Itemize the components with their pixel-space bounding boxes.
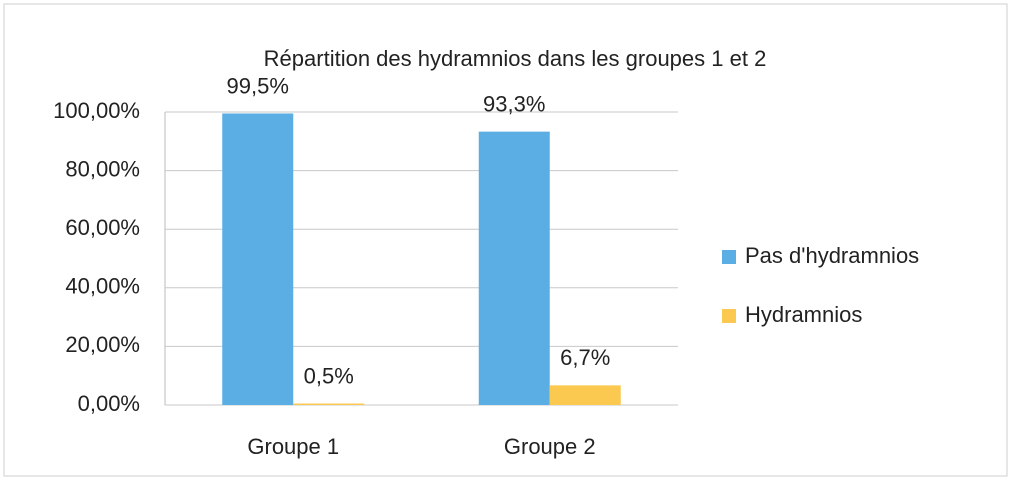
bar	[478, 131, 550, 406]
y-tick-label: 100,00%	[53, 98, 140, 123]
bar	[549, 385, 621, 405]
y-tick-label: 80,00%	[65, 156, 140, 181]
legend-label: Pas d'hydramnios	[745, 243, 919, 268]
legend-swatch	[722, 250, 736, 264]
data-label: 99,5%	[227, 73, 289, 98]
x-tick-label: Groupe 1	[247, 434, 339, 459]
legend-label: Hydramnios	[745, 302, 862, 327]
bar	[293, 403, 365, 405]
bar	[222, 113, 294, 405]
data-label: 0,5%	[304, 363, 354, 388]
chart-title: Répartition des hydramnios dans les grou…	[264, 46, 767, 71]
y-tick-label: 60,00%	[65, 215, 140, 240]
y-tick-label: 0,00%	[78, 391, 140, 416]
data-label: 93,3%	[483, 91, 545, 116]
data-label: 6,7%	[560, 345, 610, 370]
legend-swatch	[722, 309, 736, 323]
y-tick-label: 40,00%	[65, 274, 140, 299]
y-tick-label: 20,00%	[65, 332, 140, 357]
x-tick-label: Groupe 2	[504, 434, 596, 459]
